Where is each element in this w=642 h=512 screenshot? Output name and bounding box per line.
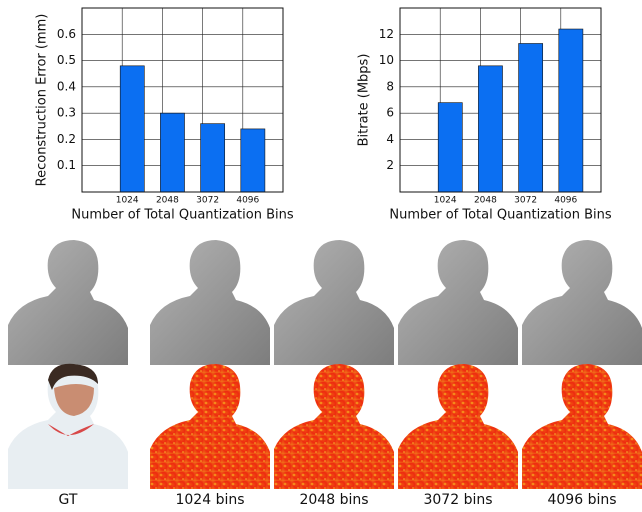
x-tick-label: 1024 xyxy=(116,196,139,206)
y-tick-label: 0.2 xyxy=(57,132,76,146)
y-tick-label: 6 xyxy=(386,106,394,120)
heatmap-image xyxy=(274,364,394,489)
y-tick-label: 4 xyxy=(386,132,394,146)
mesh-image xyxy=(150,240,270,365)
mesh-image xyxy=(274,240,394,365)
y-axis-label: Bitrate (Mbps) xyxy=(357,54,372,147)
heatmap-image xyxy=(398,364,518,489)
x-tick-label: 3072 xyxy=(514,196,537,206)
y-tick-label: 2 xyxy=(386,158,394,172)
x-tick-label: 2048 xyxy=(474,196,497,206)
y-axis-label: Reconstruction Error (mm) xyxy=(35,14,50,187)
figure: GT 1024 bins 2048 bins 3072 bins 4096 bi… xyxy=(0,0,642,512)
mesh-image xyxy=(398,240,518,365)
x-tick-label: 1024 xyxy=(434,196,457,206)
y-tick-label: 0.1 xyxy=(57,158,76,172)
bar xyxy=(478,66,502,192)
x-tick-label: 2048 xyxy=(156,196,179,206)
bar xyxy=(120,66,144,192)
y-tick-label: 0.3 xyxy=(57,106,76,120)
heatmap-image xyxy=(150,364,270,489)
caption: 3072 bins xyxy=(423,492,492,508)
x-axis-label: Number of Total Quantization Bins xyxy=(71,208,293,223)
mesh-image xyxy=(8,240,128,365)
bar xyxy=(160,113,184,192)
y-tick-label: 8 xyxy=(386,79,394,93)
bar xyxy=(241,129,265,192)
bar xyxy=(559,29,583,192)
caption: GT xyxy=(59,492,78,508)
bar xyxy=(519,43,543,192)
y-tick-label: 0.4 xyxy=(57,79,76,93)
x-tick-label: 4096 xyxy=(236,196,259,206)
x-tick-label: 4096 xyxy=(554,196,577,206)
caption: 2048 bins xyxy=(299,492,368,508)
caption: 4096 bins xyxy=(547,492,616,508)
error-row xyxy=(8,364,642,489)
x-axis-label: Number of Total Quantization Bins xyxy=(389,208,611,223)
y-tick-label: 0.5 xyxy=(57,53,76,67)
bar xyxy=(201,124,225,192)
caption: 1024 bins xyxy=(175,492,244,508)
mesh-row xyxy=(8,240,642,365)
y-tick-label: 0.6 xyxy=(57,27,76,41)
y-tick-label: 12 xyxy=(379,27,394,41)
y-tick-label: 10 xyxy=(379,53,394,67)
gt-image xyxy=(8,364,128,489)
heatmap-image xyxy=(522,364,642,489)
x-tick-label: 3072 xyxy=(196,196,219,206)
mesh-image xyxy=(522,240,642,365)
bar xyxy=(438,103,462,192)
